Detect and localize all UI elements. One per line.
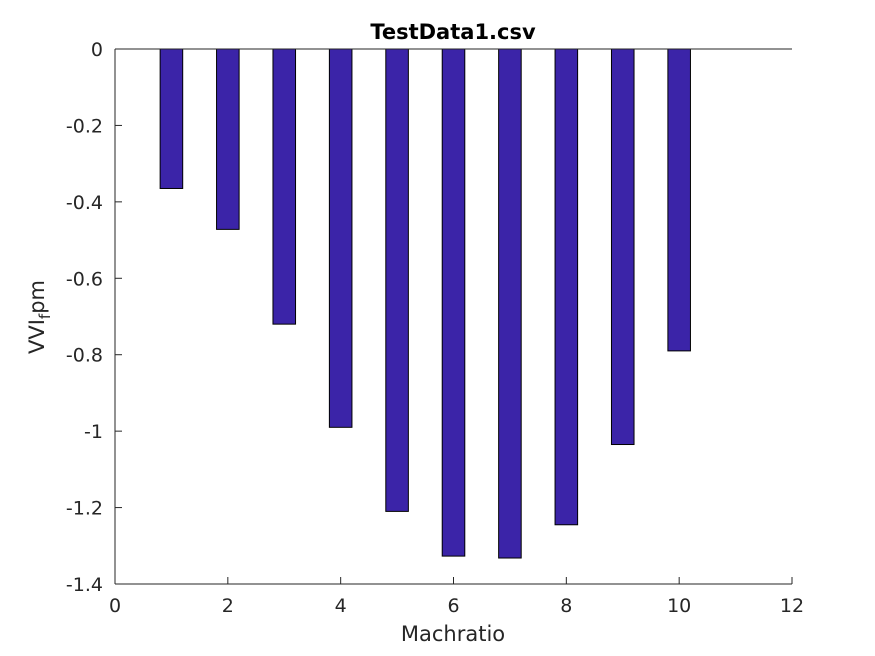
x-tick-label: 2	[222, 595, 234, 617]
bar-4	[328, 48, 353, 428]
y-ticks-group: 0 -0.2 -0.4 -0.6 -0.8 -1 -1.2 -1.4	[66, 39, 122, 596]
y-tick-label: -0.8	[66, 345, 103, 367]
y-tick-label: 0	[91, 39, 103, 61]
y-tick-label: -1.4	[66, 574, 103, 596]
x-tick-label: 4	[335, 595, 347, 617]
y-axis-label: VVIfpm	[25, 280, 54, 354]
y-tick-label: -1.2	[66, 498, 103, 520]
y-tick-label: -0.4	[66, 192, 103, 214]
bar-9	[610, 48, 635, 446]
x-tick-label: 12	[780, 595, 804, 617]
y-tick-label: -0.2	[66, 115, 103, 137]
bar-3	[272, 48, 297, 325]
chart-title: TestData1.csv	[370, 20, 536, 44]
y-axis-label-tail: pm	[25, 280, 49, 314]
bar-10	[667, 48, 691, 352]
x-tick-label: 8	[560, 595, 572, 617]
y-axis-label-sub: f	[36, 313, 54, 319]
x-ticks-group: 0 2 4 6 8 10 12	[109, 577, 804, 617]
y-tick-label: -1	[84, 421, 103, 443]
bar-2	[216, 48, 240, 230]
bar-1	[159, 48, 184, 189]
y-axis-label-main: VVI	[25, 319, 49, 354]
bar-6	[441, 48, 466, 557]
x-tick-label: 0	[109, 595, 121, 617]
x-tick-label: 6	[447, 595, 459, 617]
bar-7	[498, 48, 522, 559]
x-axis-label: Machratio	[401, 622, 505, 646]
bar-8	[554, 48, 579, 526]
bars-group	[159, 48, 691, 559]
x-tick-label: 10	[667, 595, 691, 617]
y-tick-label: -0.6	[66, 268, 103, 290]
bar-5	[385, 48, 409, 512]
